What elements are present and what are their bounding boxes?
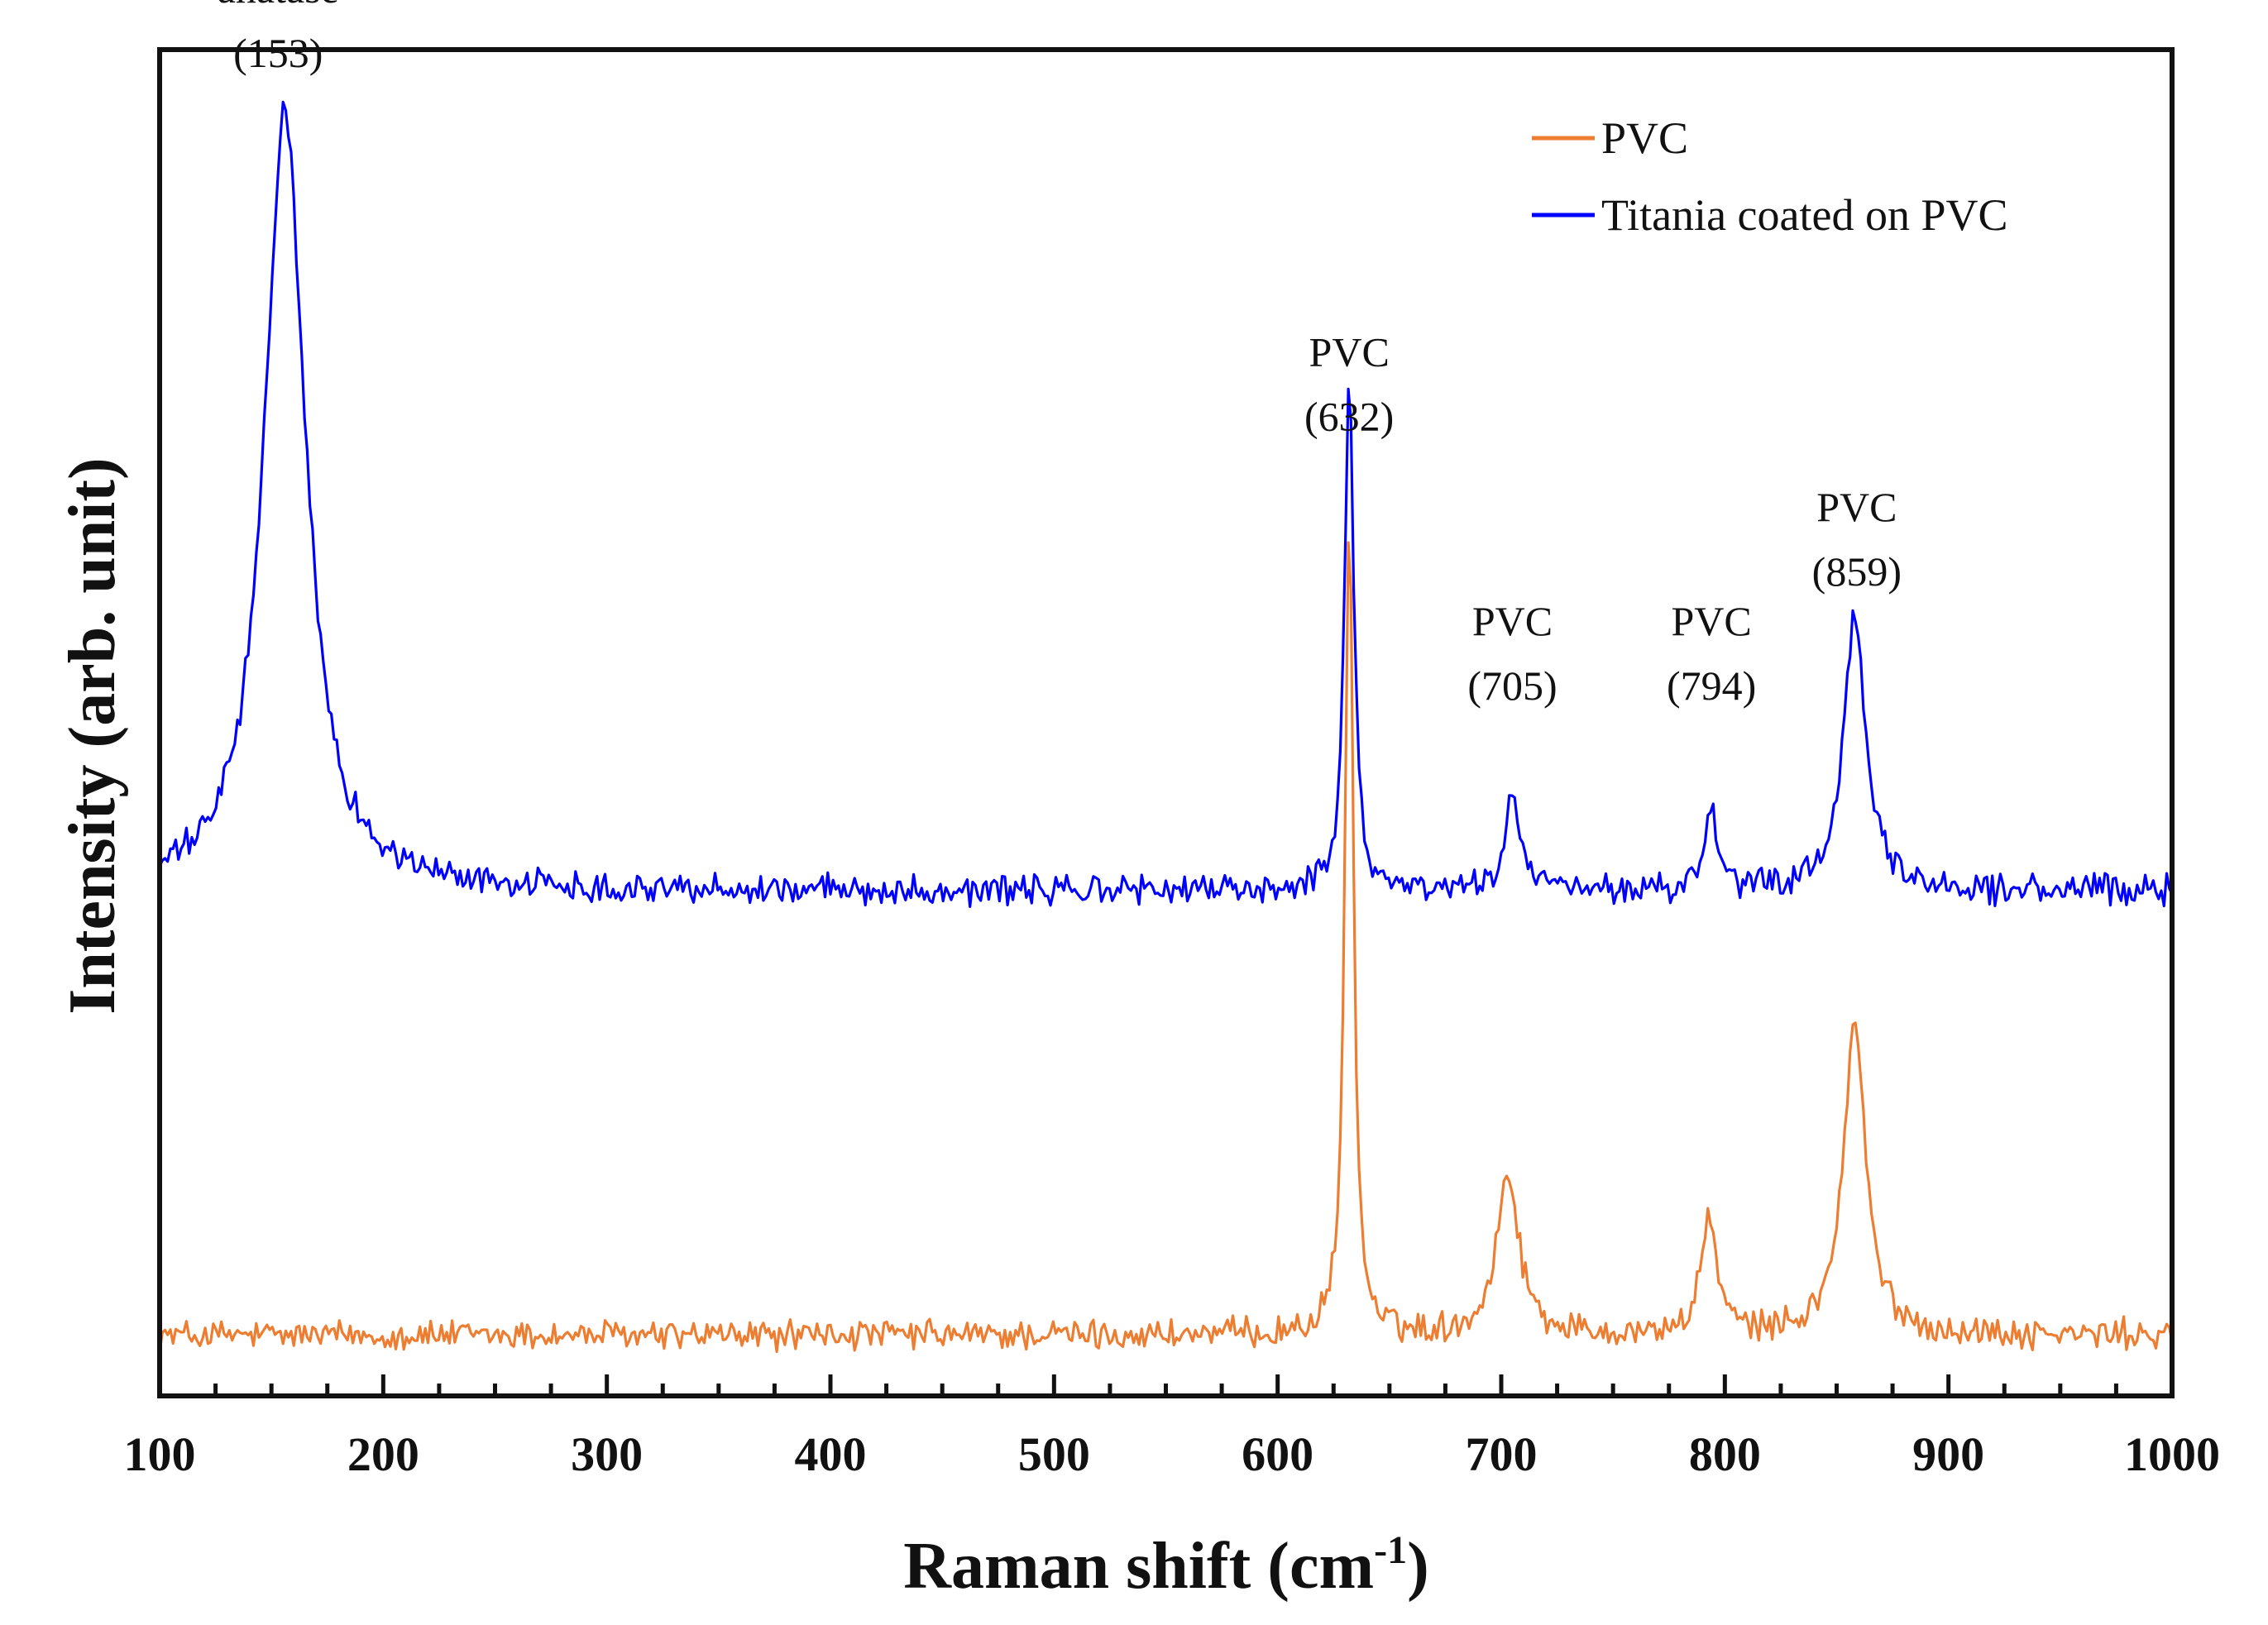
peak-annotation-name: PVC [1309, 329, 1390, 375]
x-tick-label: 700 [1466, 1427, 1538, 1481]
x-axis-label-superscript: -1 [1374, 1528, 1407, 1572]
x-tick-label: 600 [1242, 1427, 1313, 1481]
peak-annotations: anatase (153) PVC (632) PVC (705) PVC (794) PVC (… [218, 0, 1902, 709]
x-tick-label: 400 [795, 1427, 867, 1481]
x-tick-label: 1000 [2124, 1427, 2220, 1481]
peak-annotation-name: PVC [1671, 598, 1751, 644]
x-tick-label: 300 [571, 1427, 643, 1481]
series-line-pvc [158, 541, 2174, 1354]
peak-annotation-position: (705) [1467, 662, 1557, 709]
peak-annotation-position: (632) [1304, 394, 1394, 440]
legend-label-pvc: PVC [1601, 113, 1688, 163]
x-tick-label: 100 [124, 1427, 196, 1481]
x-tick-label: 200 [347, 1427, 419, 1481]
y-axis-label: Intensity (arb. unit) [56, 457, 129, 1014]
legend: PVC Titania coated on PVC [1532, 113, 2007, 240]
x-axis-label-close: ) [1407, 1530, 1429, 1603]
x-axis-ticks: 100 200 300 400 500 600 700 800 900 1000 [124, 1374, 2220, 1481]
x-axis-label: Raman shift (cm-1) [903, 1528, 1428, 1603]
x-axis-label-main: Raman shift (cm [903, 1530, 1374, 1603]
legend-label-titania: Titania coated on PVC [1601, 190, 2007, 240]
peak-annotation-position: (794) [1667, 662, 1756, 709]
peak-annotation-position: (153) [233, 30, 323, 76]
peak-annotation-name: PVC [1472, 598, 1553, 644]
peak-annotation-name: anatase [218, 0, 339, 12]
peak-annotation-position: (859) [1812, 548, 1902, 595]
x-tick-label: 800 [1689, 1427, 1761, 1481]
peak-annotation-name: PVC [1816, 484, 1897, 530]
plot-frame [157, 47, 2175, 1398]
x-tick-label: 900 [1912, 1427, 1984, 1481]
series-lines [158, 100, 2174, 1354]
series-line-titania-coated-pvc [158, 100, 2174, 908]
x-tick-label: 500 [1018, 1427, 1090, 1481]
